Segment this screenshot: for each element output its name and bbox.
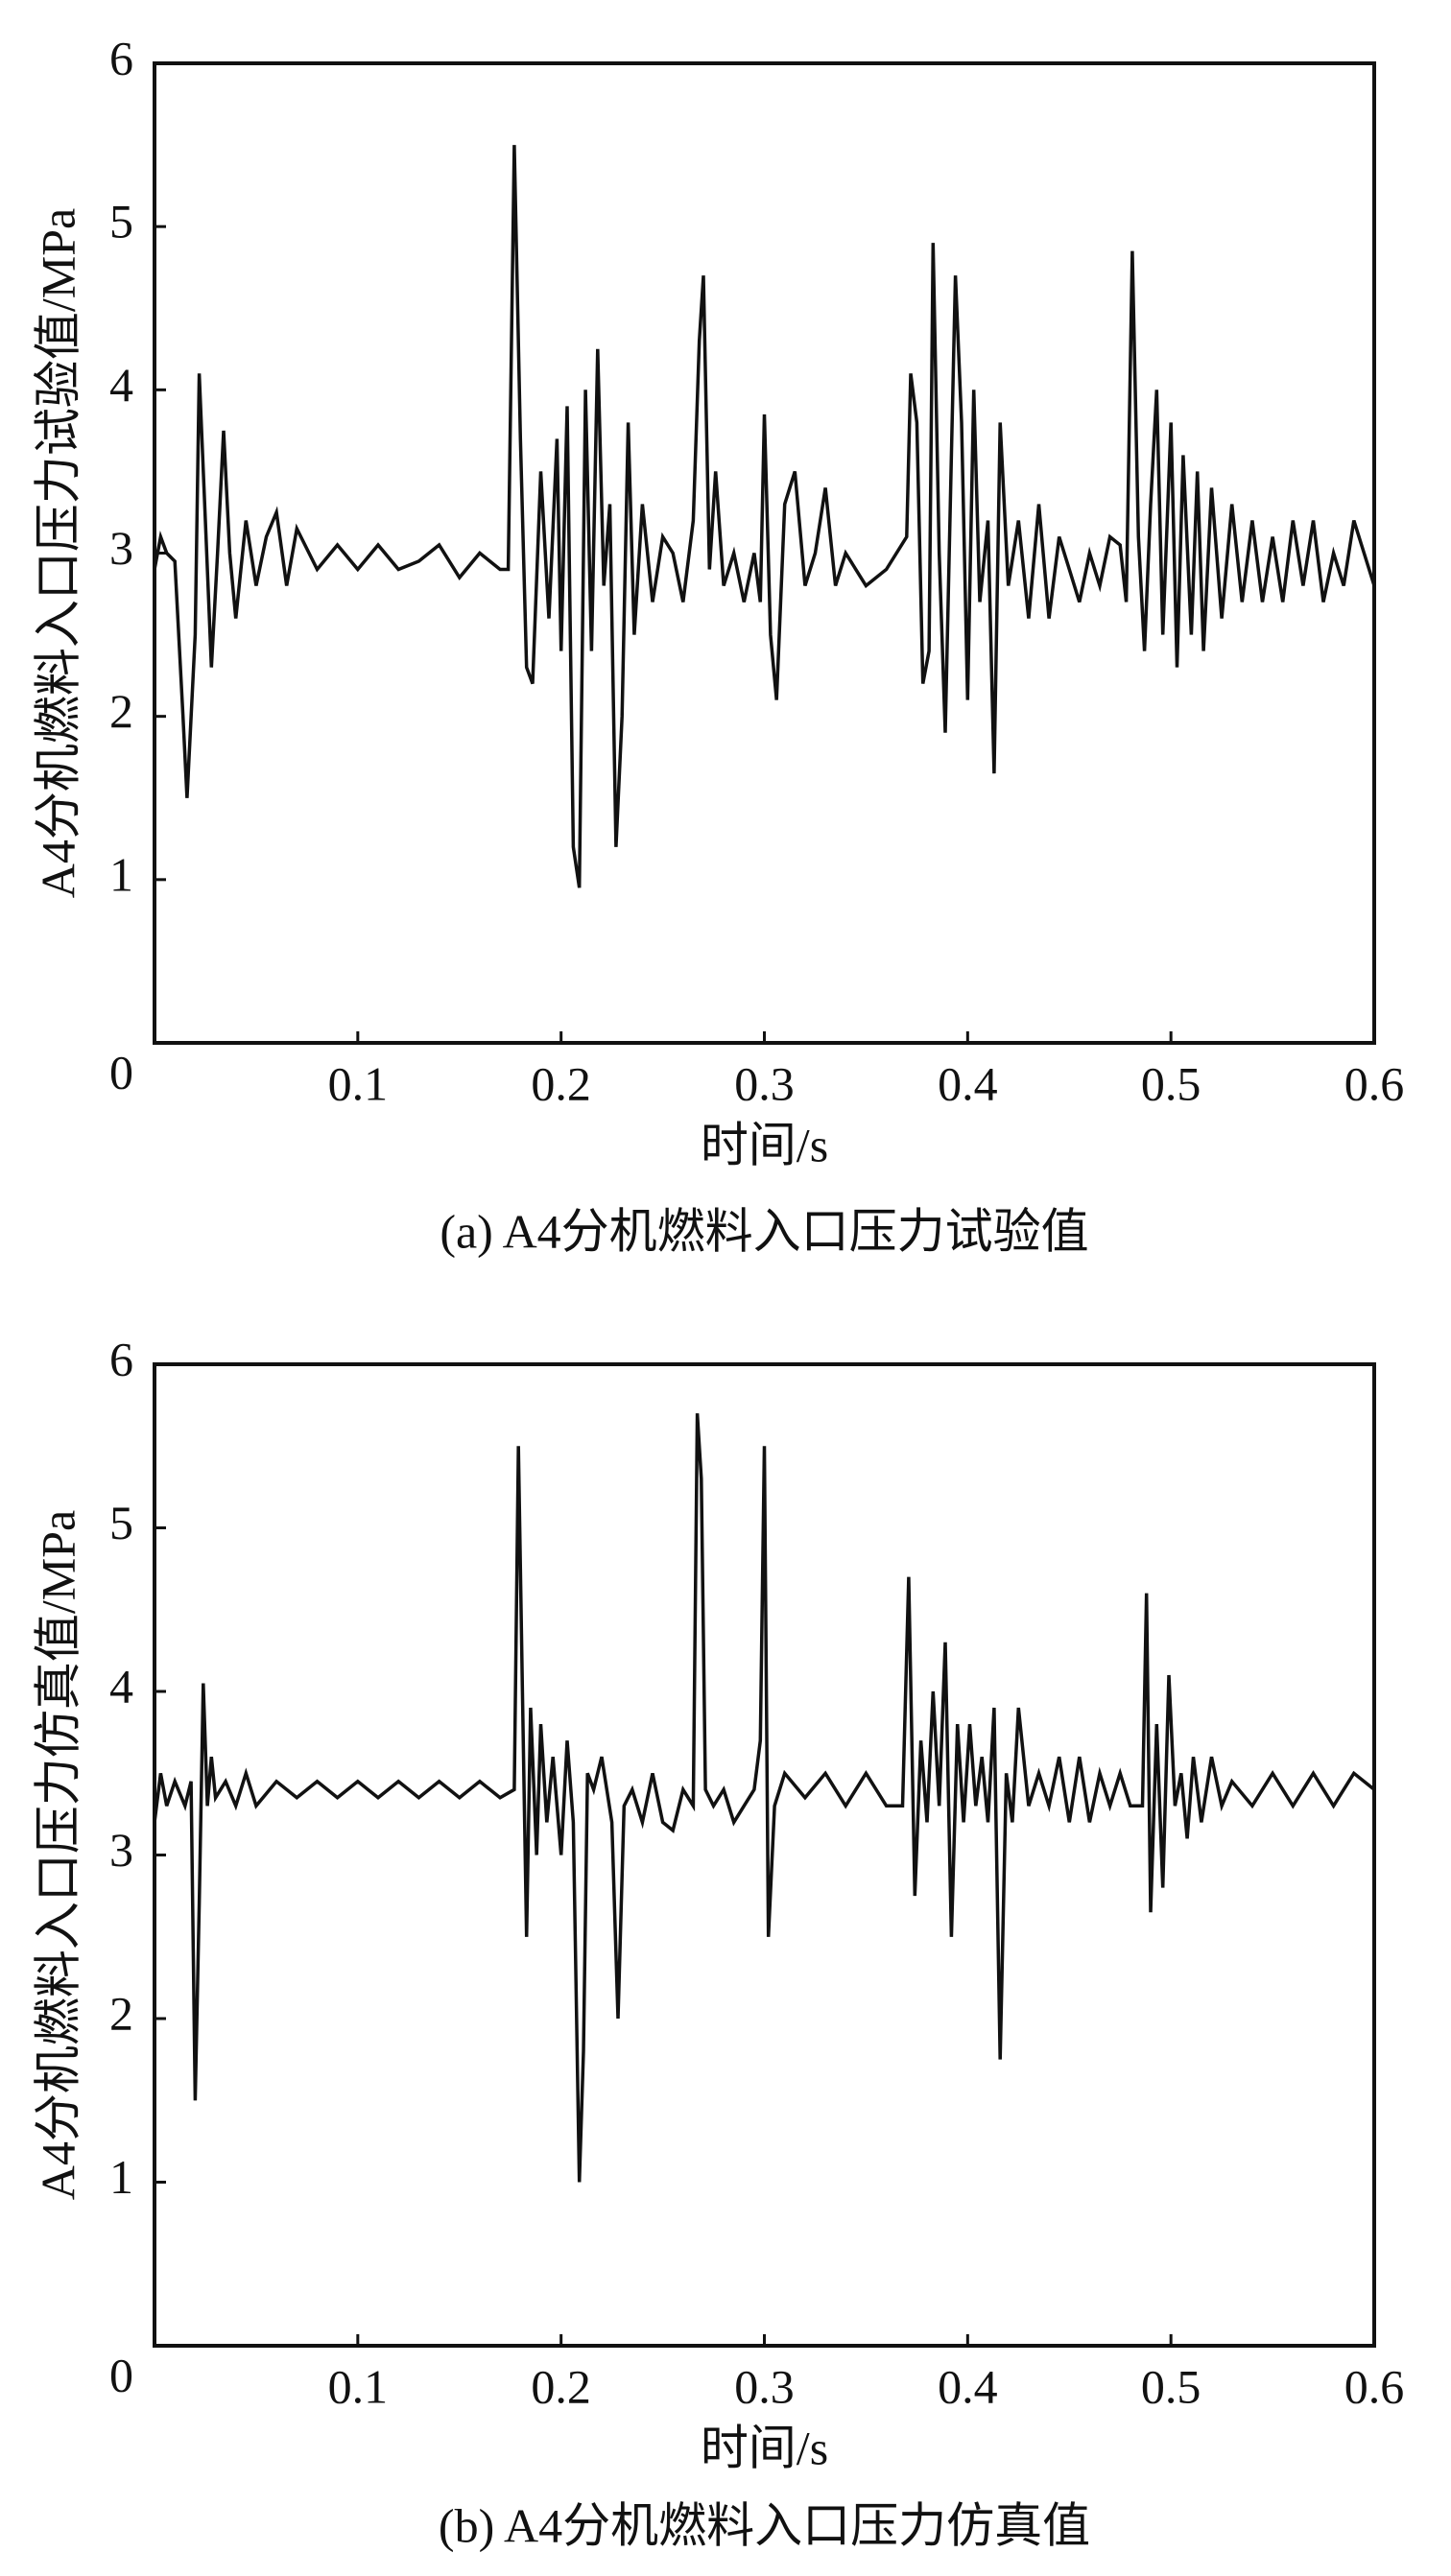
y-tick-label: 5 bbox=[109, 1496, 133, 1549]
y-tick-label: 3 bbox=[109, 521, 133, 575]
x-tick-label: 0.4 bbox=[938, 1056, 998, 1110]
y-tick-label: 6 bbox=[109, 1332, 133, 1385]
data-line bbox=[153, 145, 1376, 888]
y-tick-label: 4 bbox=[109, 1659, 133, 1713]
y-tick-label: 2 bbox=[109, 1986, 133, 2040]
y-tick-label: 2 bbox=[109, 684, 133, 738]
plot-frame bbox=[153, 61, 1376, 1045]
y-tick-label: 0 bbox=[109, 1045, 133, 1099]
y-axis-label: A4分机燃料入口压力仿真值/MPa bbox=[31, 1510, 84, 2200]
x-tick-label: 0.1 bbox=[328, 1056, 389, 1110]
caption: (b) A4分机燃料入口压力仿真值 bbox=[439, 2498, 1090, 2552]
x-tick-label: 0.2 bbox=[531, 2359, 591, 2413]
data-line bbox=[153, 1413, 1376, 2183]
x-axis-label: 时间/s bbox=[701, 2421, 828, 2474]
x-tick-label: 0.6 bbox=[1344, 1056, 1405, 1110]
x-tick-label: 0.5 bbox=[1141, 1056, 1201, 1110]
x-tick-label: 0.6 bbox=[1344, 2359, 1405, 2413]
y-tick-label: 1 bbox=[109, 2150, 133, 2204]
y-tick-label: 3 bbox=[109, 1823, 133, 1877]
y-tick-label: 5 bbox=[109, 195, 133, 248]
y-tick-label: 6 bbox=[109, 31, 133, 84]
x-axis-label: 时间/s bbox=[701, 1118, 828, 1171]
x-tick-label: 0.3 bbox=[734, 1056, 795, 1110]
x-tick-label: 0.1 bbox=[328, 2359, 389, 2413]
y-axis-label: A4分机燃料入口压力试验值/MPa bbox=[31, 208, 84, 898]
y-tick-label: 1 bbox=[109, 847, 133, 901]
y-tick-label: 4 bbox=[109, 358, 133, 412]
x-tick-label: 0.3 bbox=[734, 2359, 795, 2413]
y-tick-label: 0 bbox=[109, 2348, 133, 2401]
x-tick-label: 0.2 bbox=[531, 1056, 591, 1110]
x-tick-label: 0.4 bbox=[938, 2359, 998, 2413]
caption: (a) A4分机燃料入口压力试验值 bbox=[440, 1204, 1088, 1258]
x-tick-label: 0.5 bbox=[1141, 2359, 1201, 2413]
